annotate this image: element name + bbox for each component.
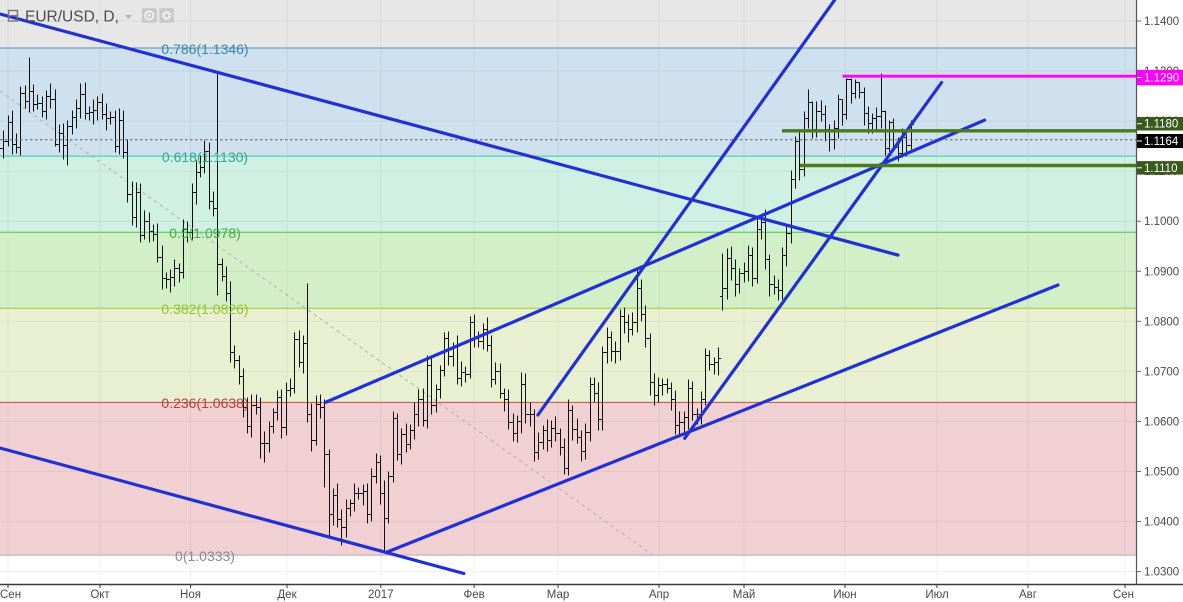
svg-text:1.1400: 1.1400 — [1144, 16, 1179, 28]
svg-text:0.382(1.0826): 0.382(1.0826) — [161, 301, 248, 317]
svg-text:1.1000: 1.1000 — [1144, 216, 1179, 228]
svg-text:1.0400: 1.0400 — [1144, 517, 1179, 529]
svg-text:EUR/USD, D,: EUR/USD, D, — [25, 9, 119, 26]
svg-text:Апр: Апр — [649, 589, 669, 601]
svg-text:2017: 2017 — [368, 589, 394, 601]
svg-text:1.1180: 1.1180 — [1144, 119, 1178, 131]
svg-text:0(1.0333): 0(1.0333) — [175, 548, 235, 564]
svg-text:1.0700: 1.0700 — [1144, 366, 1179, 378]
svg-text:Дек: Дек — [277, 589, 297, 601]
svg-text:Май: Май — [733, 589, 756, 601]
svg-text:1.0500: 1.0500 — [1144, 467, 1179, 479]
svg-text:1.0900: 1.0900 — [1144, 266, 1179, 278]
svg-text:1.1290: 1.1290 — [1144, 73, 1179, 85]
svg-text:1.0300: 1.0300 — [1144, 567, 1179, 579]
svg-text:Окт: Окт — [90, 589, 110, 601]
svg-text:Фев: Фев — [463, 589, 484, 601]
svg-text:1.1110: 1.1110 — [1144, 163, 1177, 175]
svg-text:Ноя: Ноя — [180, 589, 201, 601]
svg-text:Июн: Июн — [833, 589, 856, 601]
svg-text:1.1164: 1.1164 — [1144, 136, 1179, 148]
svg-text:0.5(1.0978): 0.5(1.0978) — [169, 225, 241, 241]
svg-text:0.236(1.0638): 0.236(1.0638) — [161, 395, 248, 411]
svg-text:Июл: Июл — [925, 589, 948, 601]
svg-text:1.0600: 1.0600 — [1144, 416, 1179, 428]
svg-text:0.786(1.1346): 0.786(1.1346) — [161, 41, 248, 57]
svg-text:Авг: Авг — [1019, 589, 1037, 601]
svg-text:1.0800: 1.0800 — [1144, 316, 1179, 328]
svg-text:Мар: Мар — [547, 589, 570, 601]
svg-text:Сен: Сен — [0, 589, 21, 601]
svg-text:0.618(1.1130): 0.618(1.1130) — [162, 149, 248, 165]
svg-text:Сен: Сен — [1113, 589, 1134, 601]
